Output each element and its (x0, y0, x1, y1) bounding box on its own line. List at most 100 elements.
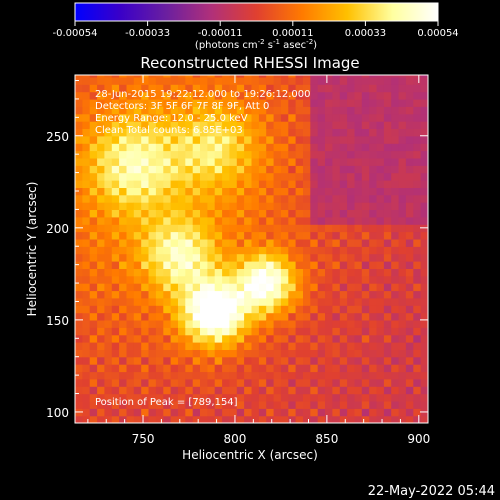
heatmap-cell (200, 172, 208, 181)
heatmap-cell (273, 246, 282, 255)
heatmap-cell (251, 305, 260, 314)
heatmap-cell (229, 172, 238, 181)
heatmap-cell (126, 172, 135, 181)
heatmap-cell (295, 165, 304, 174)
heatmap-cell (200, 371, 208, 380)
heatmap-cell (244, 209, 253, 218)
heatmap-cell (192, 231, 201, 240)
heatmap-cell (163, 106, 172, 115)
heatmap-cell (369, 319, 378, 328)
heatmap-cell (97, 393, 106, 402)
heatmap-cell (354, 172, 363, 181)
heatmap-cell (214, 312, 223, 321)
heatmap-cell (229, 224, 238, 233)
heatmap-cell (369, 364, 378, 373)
heatmap-cell (413, 268, 422, 277)
heatmap-cell (148, 113, 157, 122)
heatmap-cell (244, 76, 253, 85)
heatmap-cell (303, 216, 311, 225)
heatmap-cell (192, 253, 201, 262)
heatmap-cell (310, 143, 319, 152)
heatmap-cell (295, 157, 304, 166)
heatmap-cell (222, 84, 231, 93)
heatmap-cell (288, 121, 297, 129)
heatmap-cell (133, 356, 142, 365)
heatmap-cell (170, 187, 179, 196)
heatmap-cell (398, 84, 407, 93)
heatmap-cell (214, 393, 223, 402)
heatmap-cell (229, 128, 238, 137)
heatmap-cell (178, 393, 186, 402)
heatmap-cell (163, 128, 172, 137)
heatmap-cell (170, 172, 179, 181)
heatmap-cell (97, 356, 106, 365)
heatmap-cell (303, 75, 311, 78)
heatmap-cell (133, 113, 142, 122)
heatmap-cell (141, 128, 150, 137)
heatmap-cell (325, 261, 333, 269)
heatmap-cell (163, 386, 172, 395)
heatmap-cell (163, 297, 172, 306)
heatmap-cell (148, 246, 157, 255)
heatmap-cell (229, 261, 238, 269)
heatmap-cell (244, 216, 253, 225)
heatmap-cell (244, 283, 253, 292)
heatmap-cell (383, 349, 392, 358)
heatmap-cell (280, 180, 289, 188)
heatmap-cell (155, 135, 164, 144)
heatmap-cell (251, 393, 260, 402)
heatmap-cell (141, 121, 150, 129)
heatmap-cell (119, 342, 128, 350)
heatmap-cell (317, 342, 326, 350)
heatmap-cell (420, 261, 428, 269)
heatmap-cell (420, 400, 428, 409)
heatmap-cell (391, 135, 400, 144)
heatmap-cell (325, 319, 333, 328)
heatmap-cell (178, 180, 186, 188)
heatmap-cell (339, 194, 348, 203)
heatmap-cell (207, 268, 216, 277)
heatmap-cell (192, 128, 201, 137)
heatmap-cell (192, 415, 201, 423)
heatmap-cell (104, 113, 113, 122)
heatmap-cell (214, 238, 223, 247)
heatmap-cell (317, 216, 326, 225)
heatmap-cell (126, 253, 135, 262)
heatmap-cell (155, 268, 164, 277)
heatmap-cell (126, 238, 135, 247)
heatmap-cell (258, 364, 267, 373)
heatmap-cell (280, 342, 289, 350)
heatmap-cell (75, 91, 83, 100)
heatmap-cell (361, 327, 370, 336)
heatmap-cell (369, 150, 378, 159)
heatmap-cell (251, 386, 260, 395)
heatmap-cell (398, 224, 407, 233)
heatmap-cell (354, 305, 363, 314)
heatmap-cell (163, 312, 172, 321)
heatmap-cell (361, 246, 370, 255)
heatmap-cell (280, 386, 289, 395)
heatmap-cell (75, 209, 83, 218)
heatmap-cell (82, 290, 91, 299)
heatmap-cell (141, 98, 150, 107)
heatmap-cell (89, 75, 98, 78)
heatmap-cell (295, 75, 304, 78)
colorbar-tick-label: -0.00033 (125, 28, 170, 39)
heatmap-cell (347, 246, 356, 255)
heatmap-cell (148, 408, 157, 417)
heatmap-cell (420, 356, 428, 365)
heatmap-cell (148, 297, 157, 306)
heatmap-cell (325, 150, 333, 159)
heatmap-cell (405, 180, 414, 188)
heatmap-cell (236, 364, 245, 373)
heatmap-cell (163, 84, 172, 93)
colorbar-tick-label: -0.00011 (198, 28, 243, 39)
heatmap-cell (163, 209, 172, 218)
heatmap-cell (391, 180, 400, 188)
heatmap-cell (310, 165, 319, 174)
heatmap-cell (280, 91, 289, 100)
heatmap-cell (170, 128, 179, 137)
heatmap-cell (398, 216, 407, 225)
heatmap-cell (391, 202, 400, 210)
heatmap-cell (347, 91, 356, 100)
